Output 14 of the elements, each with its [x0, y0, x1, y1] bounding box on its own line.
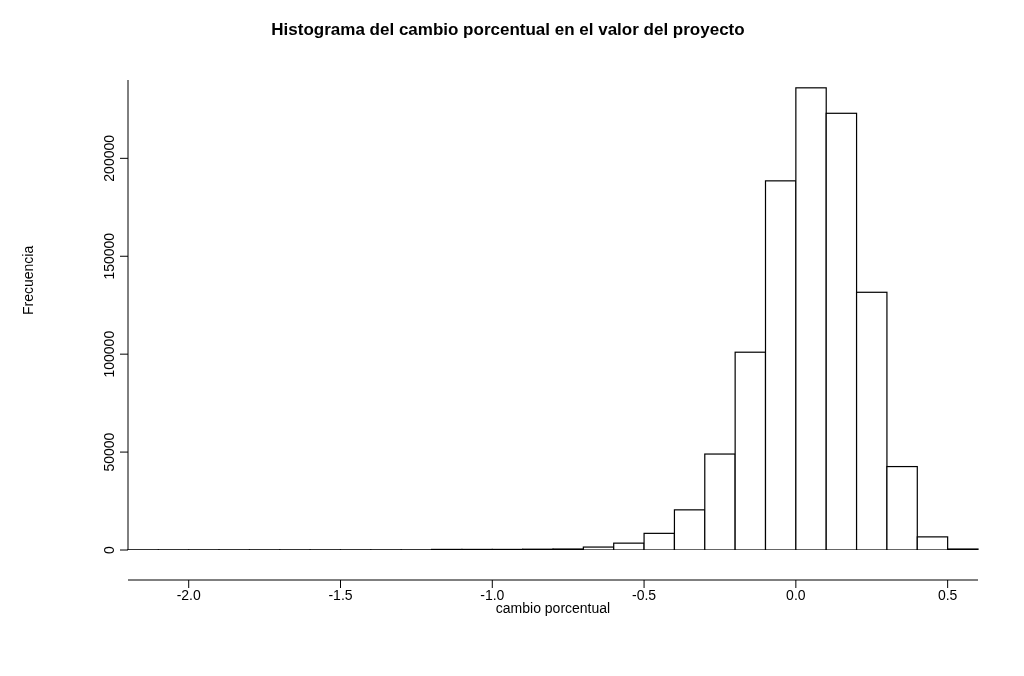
chart-title: Histograma del cambio porcentual en el valor del proyecto [270, 20, 746, 40]
x-tick-label: -1.5 [328, 586, 353, 603]
y-axis-title: Frecuencia [19, 245, 36, 315]
y-tick-label: 150000 [101, 232, 117, 280]
y-tick-label: 50000 [101, 432, 117, 472]
x-tick-label: -0.5 [632, 586, 657, 603]
x-tick-label: -2.0 [176, 586, 201, 603]
y-tick-label: 0 [101, 545, 117, 554]
x-axis-title: cambio porcentual [495, 600, 611, 616]
y-tick-label: 200000 [101, 134, 117, 182]
x-tick-label: 0.5 [937, 586, 958, 603]
y-tick-label: 100000 [101, 330, 117, 378]
x-tick-label: 0.0 [786, 586, 806, 603]
x-tick-label: -1.0 [480, 586, 505, 603]
